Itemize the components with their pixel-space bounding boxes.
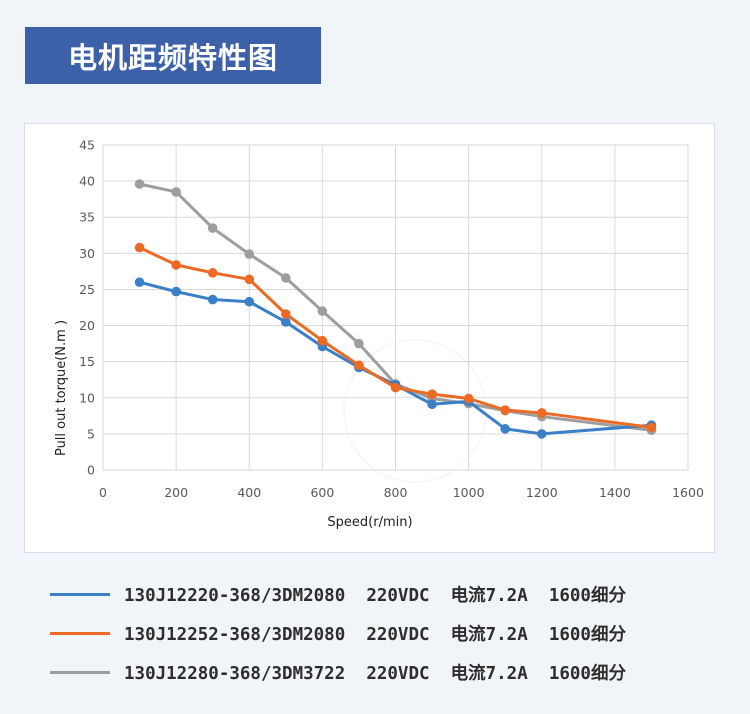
page-title-banner: 电机距频特性图 [25, 27, 321, 84]
y-tick-label: 30 [79, 246, 95, 261]
y-tick-label: 25 [79, 282, 95, 297]
x-tick-label: 1200 [526, 485, 558, 500]
data-point [171, 187, 181, 197]
x-tick-label: 400 [237, 485, 261, 500]
legend-label-series-2: 130J12252-368/3DM2080 220VDC 电流7.2A 1600… [124, 624, 626, 645]
legend-label-series-3: 130J12280-368/3DM3722 220VDC 电流7.2A 1600… [124, 663, 626, 684]
legend-item-series-1: 130J12220-368/3DM2080 220VDC 电流7.2A 1600… [50, 579, 730, 609]
data-point [427, 399, 437, 410]
data-point [463, 393, 474, 404]
legend-swatch-series-3 [50, 670, 110, 674]
y-tick-label: 0 [87, 463, 95, 478]
data-point [500, 424, 510, 434]
grid-layer [102, 144, 689, 471]
data-point [317, 335, 328, 346]
x-tick-label: 200 [164, 485, 188, 500]
page-title: 电机距频特性图 [67, 40, 278, 75]
data-point [317, 306, 328, 316]
y-tick-label: 45 [79, 138, 95, 153]
torque-speed-chart: 0 5 10 15 20 25 30 35 40 45 0 200 400 600 800 1000 1200 1… [54, 138, 704, 531]
legend-swatch-series-2 [50, 631, 110, 635]
x-axis-title: Speed(r/min) [327, 515, 412, 530]
y-tick-label: 5 [87, 426, 95, 441]
x-tick-label: 0 [99, 485, 107, 500]
legend-item-series-3: 130J12280-368/3DM3722 220VDC 电流7.2A 1600… [50, 657, 730, 687]
data-point [427, 389, 437, 399]
data-point [281, 317, 291, 327]
data-point [171, 286, 181, 297]
data-point [390, 382, 401, 393]
y-tick-label: 40 [79, 174, 95, 189]
data-point [500, 405, 510, 415]
data-point [134, 277, 145, 288]
y-tick-label: 10 [79, 390, 95, 405]
legend-label-series-1: 130J12220-368/3DM2080 220VDC 电流7.2A 1600… [124, 585, 626, 606]
data-point [244, 296, 255, 307]
series-layer [134, 179, 657, 439]
data-point [354, 360, 364, 371]
y-tick-label: 15 [79, 354, 95, 369]
legend-item-series-2: 130J12252-368/3DM2080 220VDC 电流7.2A 1600… [50, 618, 730, 648]
data-point [207, 268, 218, 278]
y-tick-label: 35 [79, 210, 95, 225]
data-point [354, 338, 364, 349]
data-point [207, 294, 218, 305]
x-tick-label: 600 [310, 485, 334, 500]
legend-swatch-series-1 [50, 592, 110, 596]
series-2 [134, 242, 657, 433]
data-point [134, 179, 145, 189]
data-point [244, 249, 255, 259]
x-tick-label: 1600 [672, 485, 704, 500]
data-point [134, 242, 145, 253]
x-tick-label: 1000 [453, 485, 485, 500]
data-point [536, 408, 547, 418]
data-point [207, 223, 218, 233]
data-point [281, 273, 291, 283]
tick-label-layer: 0 5 10 15 20 25 30 35 40 45 0 200 400 600 800 1000 1200 1… [79, 138, 704, 501]
watermark-seal [343, 339, 487, 483]
y-tick-label: 20 [79, 318, 95, 333]
data-point [281, 309, 291, 319]
data-point [646, 422, 657, 433]
data-point [244, 274, 255, 285]
chart-panel: 0 5 10 15 20 25 30 35 40 45 0 200 400 600 800 1000 1200 1… [24, 123, 715, 553]
x-tick-label: 1400 [599, 485, 631, 500]
y-axis-title: Pull out torque(N.m ) [54, 320, 69, 456]
x-tick-label: 800 [384, 485, 408, 500]
data-point [171, 260, 181, 270]
data-point [536, 429, 547, 439]
